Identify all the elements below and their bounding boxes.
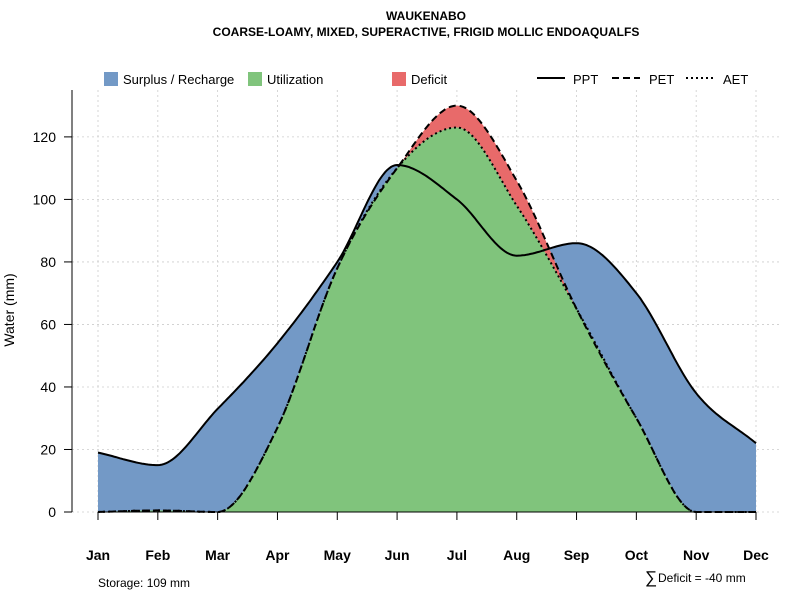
x-tick-label-mar: Mar — [205, 547, 230, 563]
x-tick-label-sep: Sep — [564, 547, 590, 563]
line-aet — [97, 126, 756, 513]
legend-label-deficit: Deficit — [411, 72, 448, 87]
y-tick-label-60: 60 — [40, 316, 56, 332]
x-tick-label-jan: Jan — [86, 547, 110, 563]
y-tick-label-80: 80 — [40, 254, 56, 270]
legend-swatch-utilization — [248, 72, 262, 86]
x-tick-label-aug: Aug — [503, 547, 530, 563]
legend-label-aet: AET — [723, 72, 748, 87]
x-tick-label-feb: Feb — [145, 547, 170, 563]
x-tick-label-may: May — [324, 547, 351, 563]
x-ticks: Jan Feb Mar Apr May Jun Jul Aug Sep Oct Nov Dec — [86, 512, 769, 563]
storage-note: Storage: 109 mm — [98, 576, 190, 590]
x-tick-label-oct: Oct — [625, 547, 649, 563]
y-axis-label: Water (mm) — [1, 273, 17, 346]
area-surplus-recharge — [98, 127, 756, 512]
areas — [98, 105, 756, 513]
y-ticks: 0 20 40 60 80 100 120 — [33, 129, 72, 520]
x-tick-label-jun: Jun — [385, 547, 410, 563]
legend-label-pet: PET — [649, 72, 674, 87]
deficit-note: Deficit = -40 mm — [658, 571, 746, 585]
legend: Surplus / Recharge Utilization Deficit P… — [104, 72, 748, 87]
y-tick-label-100: 100 — [33, 191, 57, 207]
axes — [71, 90, 756, 513]
y-tick-label-20: 20 — [40, 441, 56, 457]
legend-swatch-surplus — [104, 72, 118, 86]
chart-subtitle: COARSE-LOAMY, MIXED, SUPERACTIVE, FRIGID… — [213, 25, 640, 39]
y-tick-label-120: 120 — [33, 129, 57, 145]
chart-title: WAUKENABO — [386, 9, 466, 23]
deficit-sum-icon: ∑ — [645, 568, 657, 587]
area-utilization-under-ppt — [98, 165, 756, 513]
legend-label-utilization: Utilization — [267, 72, 323, 87]
x-tick-label-dec: Dec — [743, 547, 769, 563]
x-tick-label-apr: Apr — [265, 547, 290, 563]
legend-label-ppt: PPT — [573, 72, 598, 87]
line-pet — [97, 104, 756, 513]
legend-swatch-deficit — [392, 72, 406, 86]
y-tick-label-0: 0 — [48, 504, 56, 520]
y-tick-label-40: 40 — [40, 379, 56, 395]
legend-label-surplus: Surplus / Recharge — [123, 72, 234, 87]
x-tick-label-nov: Nov — [683, 547, 710, 563]
line-ppt — [97, 163, 757, 467]
x-tick-label-jul: Jul — [447, 547, 467, 563]
series-lines — [97, 104, 757, 513]
